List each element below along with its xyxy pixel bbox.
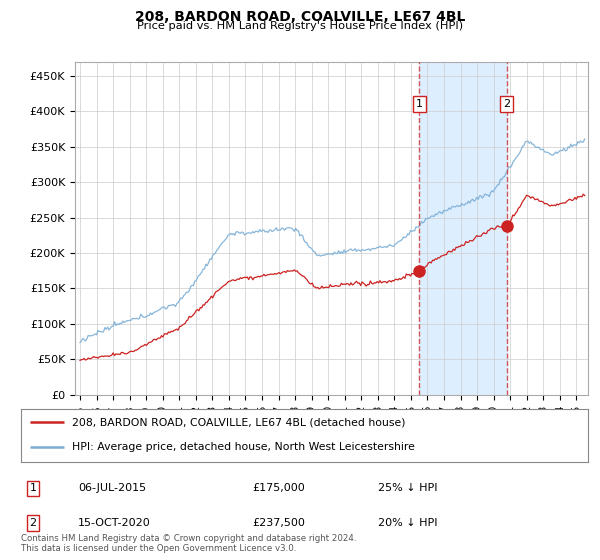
Bar [419, 62, 507, 395]
Text: Price paid vs. HM Land Registry's House Price Index (HPI): Price paid vs. HM Land Registry's House … [137, 21, 463, 31]
Text: 208, BARDON ROAD, COALVILLE, LE67 4BL (detached house): 208, BARDON ROAD, COALVILLE, LE67 4BL (d… [72, 417, 406, 427]
Text: £237,500: £237,500 [252, 518, 305, 528]
Text: 2: 2 [503, 99, 511, 109]
Text: 15-OCT-2020: 15-OCT-2020 [78, 518, 151, 528]
Text: 20% ↓ HPI: 20% ↓ HPI [378, 518, 437, 528]
Text: 1: 1 [29, 483, 37, 493]
Text: HPI: Average price, detached house, North West Leicestershire: HPI: Average price, detached house, Nort… [72, 442, 415, 452]
Text: Contains HM Land Registry data © Crown copyright and database right 2024.
This d: Contains HM Land Registry data © Crown c… [21, 534, 356, 553]
Text: 1: 1 [416, 99, 423, 109]
Text: 06-JUL-2015: 06-JUL-2015 [78, 483, 146, 493]
Text: 2: 2 [29, 518, 37, 528]
Text: £175,000: £175,000 [252, 483, 305, 493]
Text: 25% ↓ HPI: 25% ↓ HPI [378, 483, 437, 493]
Text: 208, BARDON ROAD, COALVILLE, LE67 4BL: 208, BARDON ROAD, COALVILLE, LE67 4BL [135, 10, 465, 24]
